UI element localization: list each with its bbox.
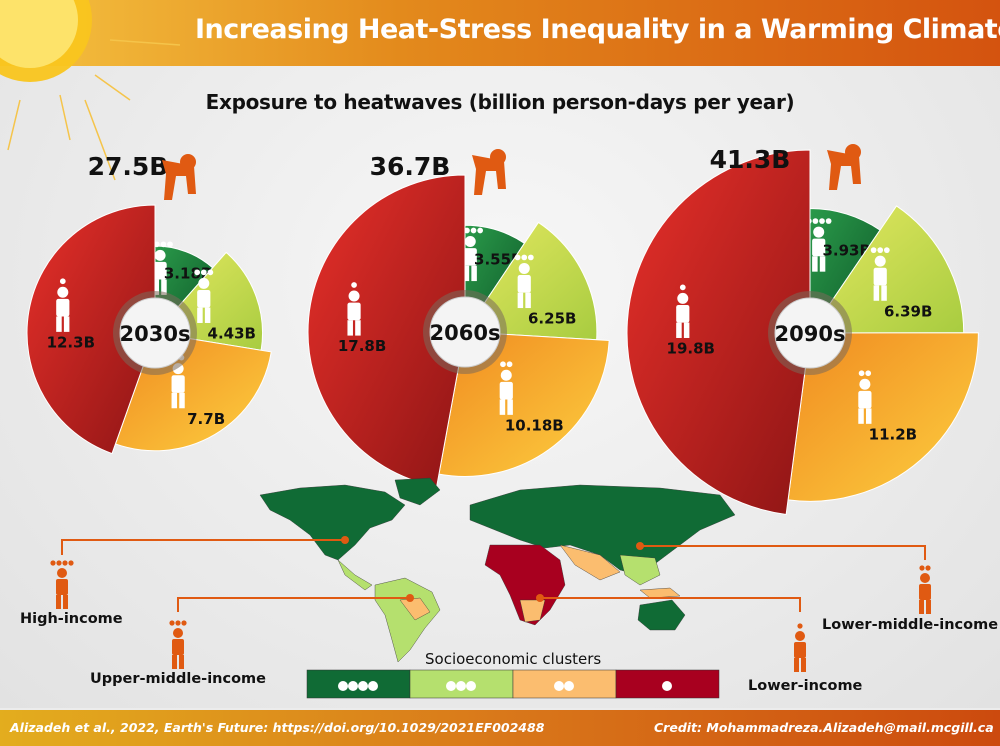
callout-high-income: High-income xyxy=(20,611,123,627)
money-bag-icon xyxy=(368,681,378,691)
money-bag-person-icon xyxy=(858,370,872,424)
value-label: 10.18B xyxy=(505,416,564,434)
decade-label: 2090s xyxy=(775,322,846,346)
segment-upper-middle-income xyxy=(809,205,965,334)
map-australia xyxy=(637,599,686,631)
money-bag-person-icon xyxy=(169,620,187,669)
money-bag-person-icon xyxy=(194,269,214,323)
chart-subtitle: Exposure to heatwaves (billion person-da… xyxy=(205,90,795,114)
money-bag-icon xyxy=(348,681,358,691)
money-bag-person-icon xyxy=(50,560,74,609)
total-label: 36.7B xyxy=(370,152,451,181)
value-label: 19.8B xyxy=(667,340,715,358)
value-label: 11.2B xyxy=(869,425,917,443)
callout-lines xyxy=(61,539,926,612)
legend-title: Socioeconomic clusters xyxy=(425,650,602,668)
money-bag-person-icon xyxy=(457,227,484,282)
map-north-america xyxy=(259,484,406,561)
total-label: 41.3B xyxy=(710,145,791,174)
title-bar xyxy=(0,0,1000,66)
money-bag-icon xyxy=(338,681,348,691)
money-bag-person-icon xyxy=(794,623,806,672)
credit: Credit: Mohammadreza.Alizadeh@mail.mcgil… xyxy=(654,720,994,735)
legend-bar xyxy=(306,669,720,699)
map-greenland xyxy=(394,477,441,506)
money-bag-icon xyxy=(466,681,476,691)
value-label: 3.18B xyxy=(164,265,212,283)
money-bag-icon xyxy=(662,681,672,691)
map-central-america xyxy=(337,559,373,591)
sun-icon xyxy=(0,0,181,181)
decade-label: 2030s xyxy=(120,322,191,346)
money-bag-person-icon xyxy=(56,278,70,332)
citation: Alizadeh et al., 2022, Earth's Future: h… xyxy=(10,720,545,735)
value-label: 17.8B xyxy=(338,337,386,355)
heat-stressed-person-icon xyxy=(472,149,506,195)
value-label: 12.3B xyxy=(47,333,95,351)
segment-lower-middle-income xyxy=(787,332,979,502)
money-bag-icon xyxy=(564,681,574,691)
callout-lower-middle-income: Lower-middle-income xyxy=(822,617,999,633)
segment-lower-income xyxy=(307,174,466,488)
value-label: 7.7B xyxy=(187,410,225,428)
callout-upper-middle-income: Upper-middle-income xyxy=(90,671,266,687)
money-bag-icon xyxy=(446,681,456,691)
value-label: 6.39B xyxy=(884,302,932,320)
map-continents xyxy=(259,477,736,663)
value-label: 6.25B xyxy=(528,310,576,328)
callout-person-icons xyxy=(50,560,931,672)
callout-lower-income: Lower-income xyxy=(748,678,863,694)
total-label: 27.5B xyxy=(88,152,169,181)
money-bag-person-icon xyxy=(870,247,890,301)
heat-stressed-person-icon xyxy=(162,154,196,200)
rose-chart-2030s: 3.18B 4.43B 7.7B 12.3B 2030s 27.5B xyxy=(26,152,272,455)
money-bag-icon xyxy=(358,681,368,691)
money-bag-person-icon xyxy=(499,361,513,415)
value-label: 3.93B xyxy=(822,241,870,259)
page-title: Increasing Heat-Stress Inequality in a W… xyxy=(195,14,1000,45)
money-bag-person-icon xyxy=(514,254,534,309)
segment-lower-income xyxy=(626,149,811,515)
segment-lower-income xyxy=(26,204,156,455)
value-label: 4.43B xyxy=(208,325,256,343)
map-africa xyxy=(484,544,566,626)
money-bag-person-icon xyxy=(919,565,931,614)
money-bag-person-icon xyxy=(676,284,690,338)
money-bag-icon xyxy=(456,681,466,691)
decade-label: 2060s xyxy=(430,321,501,345)
rose-chart-2090s: 3.93B 6.39B 11.2B 19.8B 2090s 41.3B xyxy=(626,144,979,515)
heat-stressed-person-icon xyxy=(827,144,861,190)
money-bag-person-icon xyxy=(347,282,361,336)
money-bag-icon xyxy=(554,681,564,691)
footer: Alizadeh et al., 2022, Earth's Future: h… xyxy=(0,710,1000,746)
